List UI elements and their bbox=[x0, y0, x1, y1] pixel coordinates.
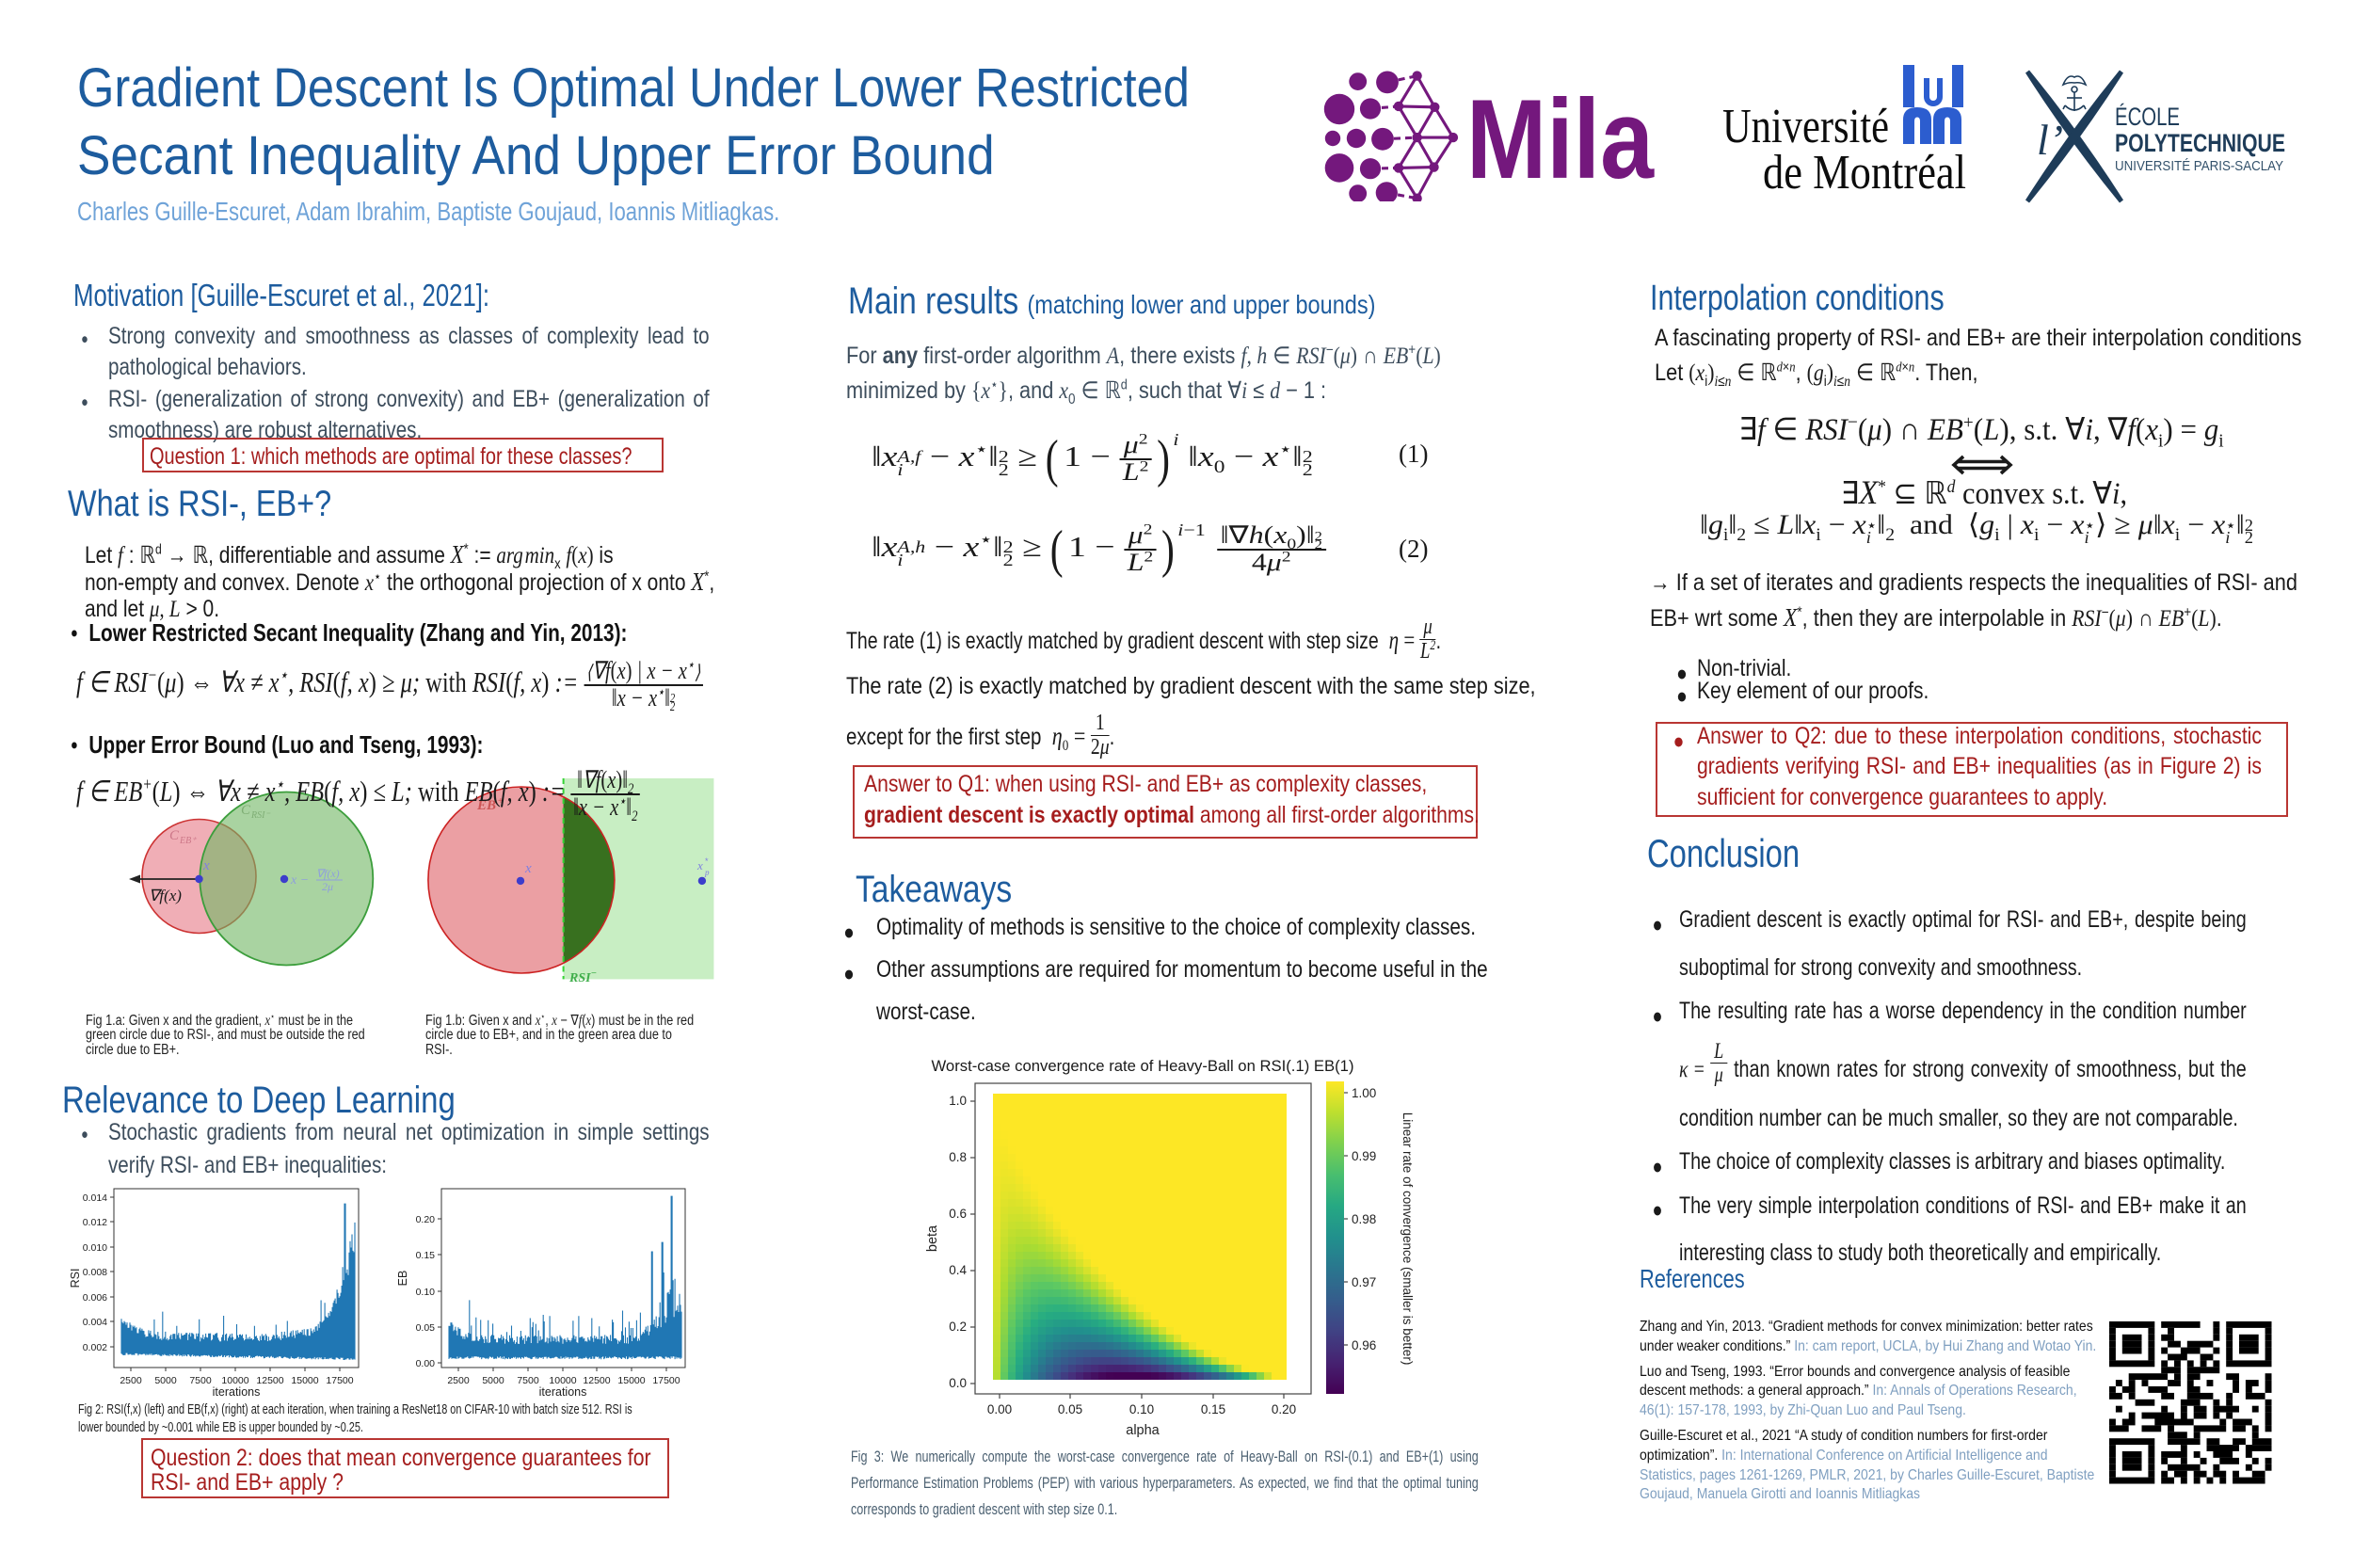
svg-text:0.15: 0.15 bbox=[416, 1250, 436, 1261]
svg-text:0.00: 0.00 bbox=[987, 1402, 1012, 1416]
svg-text:2μ: 2μ bbox=[322, 880, 333, 893]
svg-text:*: * bbox=[705, 856, 709, 866]
svg-text:0.10: 0.10 bbox=[416, 1287, 436, 1298]
svg-text:ÉCOLE: ÉCOLE bbox=[2115, 103, 2180, 131]
svg-text:x: x bbox=[202, 858, 210, 873]
svg-text:17500: 17500 bbox=[652, 1375, 680, 1386]
svg-text:7500: 7500 bbox=[517, 1375, 539, 1386]
svg-text:15000: 15000 bbox=[291, 1375, 318, 1386]
svg-text:p: p bbox=[704, 868, 710, 877]
svg-text:0.97: 0.97 bbox=[1352, 1275, 1376, 1289]
svg-text:12500: 12500 bbox=[583, 1375, 610, 1386]
svg-text:0.05: 0.05 bbox=[1058, 1402, 1082, 1416]
svg-text:2500: 2500 bbox=[447, 1375, 470, 1386]
svg-text:EB: EB bbox=[396, 1271, 409, 1287]
svg-text:Linear rate of convergence (sm: Linear rate of convergence (smaller is b… bbox=[1401, 1112, 1415, 1366]
svg-text:∇f(x): ∇f(x) bbox=[316, 867, 340, 880]
svg-text:0.8: 0.8 bbox=[949, 1150, 967, 1164]
svg-text:17500: 17500 bbox=[326, 1375, 353, 1386]
svg-text:0.20: 0.20 bbox=[416, 1214, 436, 1225]
svg-text:2500: 2500 bbox=[120, 1375, 142, 1386]
svg-text:0.4: 0.4 bbox=[949, 1263, 967, 1277]
svg-text:Université: Université bbox=[1722, 100, 1889, 153]
svg-text:∇f(x): ∇f(x) bbox=[149, 887, 182, 904]
svg-text:Mila: Mila bbox=[1466, 76, 1655, 201]
svg-text:10000: 10000 bbox=[221, 1375, 248, 1386]
svg-text:beta: beta bbox=[925, 1224, 940, 1252]
svg-text:0.2: 0.2 bbox=[949, 1320, 967, 1334]
svg-text:UNIVERSITÉ PARIS-SACLAY: UNIVERSITÉ PARIS-SACLAY bbox=[2115, 158, 2283, 174]
svg-text:0.012: 0.012 bbox=[83, 1217, 107, 1228]
svg-text:0.008: 0.008 bbox=[83, 1267, 107, 1278]
svg-text:1.0: 1.0 bbox=[949, 1094, 967, 1108]
svg-text:RSI: RSI bbox=[568, 971, 591, 985]
svg-text:EB⁺: EB⁺ bbox=[179, 836, 197, 846]
svg-text:7500: 7500 bbox=[189, 1375, 212, 1386]
svg-text:1.00: 1.00 bbox=[1352, 1086, 1376, 1100]
svg-text:POLYTECHNIQUE: POLYTECHNIQUE bbox=[2115, 129, 2285, 157]
svg-text:0.6: 0.6 bbox=[949, 1207, 967, 1221]
svg-text:C: C bbox=[169, 828, 180, 843]
svg-text:0.0: 0.0 bbox=[949, 1376, 967, 1390]
svg-text:de Montréal: de Montréal bbox=[1763, 146, 1966, 198]
svg-text:l’: l’ bbox=[2037, 116, 2063, 164]
svg-text:RSI: RSI bbox=[69, 1269, 82, 1288]
svg-text:12500: 12500 bbox=[256, 1375, 283, 1386]
svg-text:0.20: 0.20 bbox=[1272, 1402, 1296, 1416]
svg-text:iterations: iterations bbox=[213, 1385, 261, 1399]
svg-text:0.15: 0.15 bbox=[1201, 1402, 1225, 1416]
svg-text:0.010: 0.010 bbox=[83, 1242, 107, 1254]
svg-text:0.05: 0.05 bbox=[416, 1322, 436, 1334]
svg-text:x −: x − bbox=[290, 873, 309, 888]
svg-text:0.014: 0.014 bbox=[83, 1192, 107, 1204]
svg-text:0.99: 0.99 bbox=[1352, 1149, 1376, 1163]
svg-text:x: x bbox=[696, 858, 703, 872]
svg-text:15000: 15000 bbox=[617, 1375, 645, 1386]
svg-text:5000: 5000 bbox=[154, 1375, 177, 1386]
svg-text:iterations: iterations bbox=[539, 1385, 587, 1399]
svg-text:0.98: 0.98 bbox=[1352, 1212, 1376, 1226]
svg-text:10000: 10000 bbox=[549, 1375, 576, 1386]
svg-text:0.10: 0.10 bbox=[1129, 1402, 1154, 1416]
svg-text:0.002: 0.002 bbox=[83, 1342, 107, 1353]
svg-text:x: x bbox=[524, 861, 532, 876]
svg-text:0.004: 0.004 bbox=[83, 1317, 107, 1328]
svg-text:5000: 5000 bbox=[482, 1375, 504, 1386]
svg-text:−: − bbox=[591, 968, 597, 979]
svg-text:Worst-case convergence rate of: Worst-case convergence rate of Heavy-Bal… bbox=[932, 1058, 1354, 1075]
svg-text:0.006: 0.006 bbox=[83, 1292, 107, 1304]
svg-text:0.00: 0.00 bbox=[416, 1358, 436, 1369]
svg-text:0.96: 0.96 bbox=[1352, 1338, 1376, 1352]
svg-text:alpha: alpha bbox=[1126, 1423, 1160, 1438]
